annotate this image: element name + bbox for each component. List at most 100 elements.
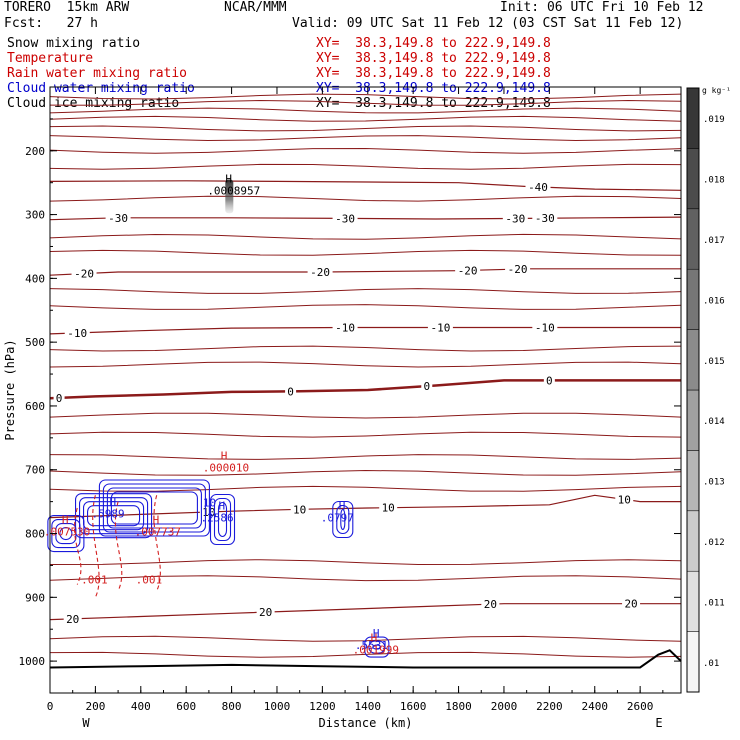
extremum-value: .0008957 xyxy=(207,184,260,197)
init-time: Init: 06 UTC Fri 10 Feb 12 xyxy=(500,0,704,15)
rain-mixing-contour xyxy=(74,507,82,585)
temperature-contour-20 xyxy=(49,603,681,621)
field-rain-name: Rain water mixing ratio xyxy=(7,66,188,81)
temperature-contour-label: -10 xyxy=(67,327,87,340)
extremum-marker: H xyxy=(221,450,228,463)
colorbar-segment xyxy=(686,148,700,210)
contour-label-bg xyxy=(290,503,309,516)
contour-label-bg xyxy=(307,265,333,278)
temperature-contour-label: 0 xyxy=(56,392,63,405)
x-tick-label: 0 xyxy=(47,700,54,713)
x-tick-label: 1600 xyxy=(400,700,427,713)
colorbar-tick-label: .016 xyxy=(703,296,725,306)
colorbar-segment xyxy=(686,208,700,270)
colorbar-tick-label: .01 xyxy=(703,659,719,669)
contour-label-bg xyxy=(105,211,131,224)
rain-mixing-contour xyxy=(114,501,123,592)
field-temp-name: Temperature xyxy=(7,51,94,66)
y-tick-label: 600 xyxy=(25,400,45,413)
temperature-contour-label: -30 xyxy=(108,212,128,225)
cloud-water-contour xyxy=(83,501,145,531)
field-rain-xy: XY= 38.3,149.8 to 222.9,149.8 xyxy=(316,66,551,81)
extremum-marker: H xyxy=(373,627,380,640)
field-cloudice-xy: XY= 38.3,149.8 to 222.9,149.8 xyxy=(316,96,551,111)
temperature-isoline xyxy=(49,135,682,142)
temperature-contour-label: 20 xyxy=(624,598,637,611)
temperature-isoline xyxy=(49,93,682,100)
colorbar-unit: g kg⁻¹ xyxy=(702,86,731,95)
temperature-contour-label: 0 xyxy=(287,385,294,398)
plot-area: -40 -30 -30 -30 -30 -20 -20 -20 -20 -10 -10 -10 -10 0… xyxy=(3,86,682,730)
colorbar-tick-label: .011 xyxy=(703,598,725,608)
temperature-contour--10 xyxy=(49,326,681,335)
temperature-contour-label: -10 xyxy=(430,321,450,334)
contour-label-bg xyxy=(615,493,634,506)
x-tick-label: 2000 xyxy=(491,700,518,713)
contour-label-bg xyxy=(481,598,500,611)
rain-mixing-contour xyxy=(92,495,100,598)
contour-label-bg xyxy=(332,212,358,225)
temperature-isoline xyxy=(49,304,682,310)
cloud-water-contour xyxy=(332,500,354,539)
center-title: NCAR/MMM xyxy=(224,0,287,15)
x-end-label-west: W xyxy=(82,716,90,730)
cloud-water-contour xyxy=(340,508,346,531)
colorbar-segment xyxy=(686,268,700,330)
extremum-marker: H xyxy=(225,172,232,185)
temperature-isoline xyxy=(49,233,682,240)
y-axis-label: Pressure (hPa) xyxy=(3,339,17,440)
contour-label-bg xyxy=(532,212,558,225)
temperature-contour-label: -20 xyxy=(508,263,528,276)
colorbar-tick-label: .015 xyxy=(703,357,725,367)
cloud-water-contour xyxy=(336,504,350,535)
contour-label-bg xyxy=(256,606,275,619)
temperature-contour-label: 10 xyxy=(293,503,306,516)
temperature-isoline xyxy=(49,412,682,419)
colorbar-tick-label: .012 xyxy=(703,538,725,548)
extremum-value: .001999 xyxy=(353,644,399,657)
cloud-water-contour xyxy=(217,501,228,538)
x-tick-label: 2600 xyxy=(627,700,654,713)
colorbar-segment xyxy=(686,631,700,693)
terrain-line xyxy=(49,649,682,669)
colorbar: .01 .011 .012 .013 .014 .015 .016 .017 .018 .019 g… xyxy=(686,86,731,693)
cloud-water-contour xyxy=(213,497,232,542)
temperature-contour-label: -10 xyxy=(535,321,555,334)
contour-label-bg xyxy=(455,264,481,277)
temperature-isoline xyxy=(49,249,682,256)
colorbar-segment xyxy=(686,389,700,451)
field-snow-name: Snow mixing ratio xyxy=(7,36,141,51)
contour-label-bg xyxy=(543,374,555,387)
colorbar-tick-label: .013 xyxy=(703,478,725,488)
temperature-contour-label: -30 xyxy=(505,212,525,225)
y-tick-label: 800 xyxy=(25,528,45,541)
temperature-isoline xyxy=(49,163,682,170)
temperature-isoline xyxy=(49,454,682,460)
temperature-contour-label: -30 xyxy=(335,212,355,225)
temperature-contour-label: 20 xyxy=(484,598,497,611)
temperature-contour-0 xyxy=(49,379,681,400)
snow-mixing-shading xyxy=(225,179,234,214)
temperature-isoline xyxy=(49,361,682,368)
colorbar-segment xyxy=(686,570,700,632)
y-tick-label: 400 xyxy=(25,272,45,285)
temperature-isoline xyxy=(49,147,682,154)
cloud-water-contour xyxy=(368,640,386,654)
extremum-value: .0797 xyxy=(321,511,354,524)
contour-label-bg xyxy=(64,326,90,339)
x-tick-label: 200 xyxy=(85,700,105,713)
contour-label-bg xyxy=(505,263,531,276)
contour-label-bg xyxy=(502,212,528,225)
cloud-water-contour xyxy=(47,514,85,553)
x-tick-label: 2400 xyxy=(581,700,608,713)
y-tick-label: 300 xyxy=(25,209,45,222)
temperature-isoline xyxy=(49,195,682,202)
cloud-water-contour xyxy=(372,644,382,650)
temperature-contour-label: -20 xyxy=(458,264,478,277)
y-tick-label: 1000 xyxy=(19,655,46,668)
forecast-hour: Fcst: 27 h xyxy=(4,16,98,31)
field-cloudwater-name: Cloud water mixing ratio xyxy=(7,81,195,96)
colorbar-segment xyxy=(686,87,700,149)
x-end-label-east: E xyxy=(655,716,662,730)
temperature-contour-label: -20 xyxy=(74,268,94,281)
